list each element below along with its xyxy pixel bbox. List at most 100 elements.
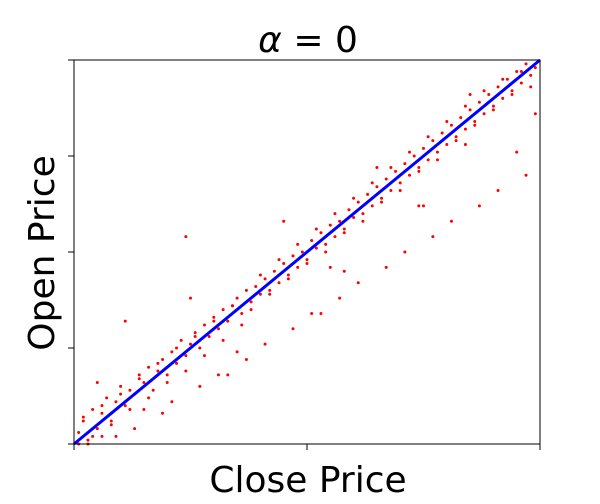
scatter-point (463, 142, 467, 146)
scatter-point (202, 354, 206, 358)
scatter-point (431, 235, 435, 239)
scatter-point (333, 235, 337, 239)
scatter-point (445, 142, 449, 146)
scatter-point (156, 361, 160, 365)
scatter-point (277, 281, 281, 285)
scatter-point (286, 273, 290, 277)
scatter-point (100, 404, 104, 408)
scatter-point (319, 311, 323, 315)
scatter-point (263, 342, 267, 346)
scatter-point (221, 338, 225, 342)
scatter-point (100, 434, 104, 438)
scatter-point (240, 323, 244, 327)
scatter-point (193, 331, 197, 335)
scatter-point (435, 158, 439, 162)
scatter-point (291, 327, 295, 331)
axes (68, 59, 541, 450)
scatter-point (324, 242, 328, 246)
scatter-point (482, 89, 486, 93)
scatter-point (170, 350, 174, 354)
scatter-point (300, 250, 304, 254)
scatter-point (277, 258, 281, 262)
scatter-point (435, 150, 439, 154)
scatter-point (123, 319, 127, 323)
scatter-point (342, 231, 346, 235)
scatter-point (352, 215, 356, 219)
scatter-point (175, 361, 179, 365)
scatter-point (91, 434, 95, 438)
scatter-point (519, 81, 523, 85)
scatter-point (165, 373, 169, 377)
scatter-point (230, 304, 234, 308)
scatter-point (137, 377, 141, 381)
scatter-point (342, 227, 346, 231)
scatter-point (235, 350, 239, 354)
scatter-point (403, 162, 407, 166)
scatter-point (408, 150, 412, 154)
scatter-point (482, 112, 486, 116)
scatter-point (398, 189, 402, 193)
chart-title: α = 0 (258, 20, 358, 61)
scatter-point (193, 334, 197, 338)
scatter-point (524, 62, 528, 66)
scatter-point (529, 73, 533, 77)
scatter-point (95, 427, 99, 431)
scatter-point (375, 185, 379, 189)
scatter-point (375, 166, 379, 170)
scatter-point (310, 311, 314, 315)
title-alpha-symbol: α (258, 20, 282, 61)
scatter-point (491, 108, 495, 112)
scatter-point (366, 192, 370, 196)
scatter-point (426, 158, 430, 162)
scatter-point (100, 411, 104, 415)
scatter-point (109, 419, 113, 423)
scatter-point (263, 277, 267, 281)
scatter-point (258, 292, 262, 296)
scatter-point (254, 285, 258, 289)
scatter-point (417, 204, 421, 208)
scatter-point (487, 93, 491, 97)
scatter-point (347, 208, 351, 212)
scatter-point (179, 338, 183, 342)
scatter-point (81, 415, 85, 419)
scatter-point (440, 131, 444, 135)
scatter-point (524, 173, 528, 177)
scatter-point (161, 358, 165, 362)
scatter-point (305, 262, 309, 266)
scatter-point (422, 204, 425, 208)
scatter-point (175, 346, 179, 350)
scatter-point (398, 181, 402, 185)
scatter-point (81, 419, 85, 423)
scatter-point (212, 315, 216, 319)
scatter-point (533, 112, 537, 116)
scatter-point (202, 323, 206, 327)
scatter-point (286, 277, 290, 281)
scatter-point (422, 146, 425, 150)
scatter-point (314, 227, 318, 231)
scatter-point (491, 104, 495, 108)
scatter-point (510, 89, 514, 93)
scatter-point (114, 400, 118, 404)
scatter-point (184, 354, 188, 358)
scatter-point (384, 177, 388, 181)
scatter-point (361, 219, 365, 223)
scatter-point (272, 269, 276, 273)
scatter-point (198, 346, 202, 350)
scatter-point (380, 200, 384, 204)
scatter-point (109, 423, 113, 427)
scatter-point (258, 273, 262, 277)
y-axis-label: Open Price (22, 155, 63, 350)
scatter-point (333, 212, 337, 216)
scatter-point (305, 258, 309, 262)
scatter-point (310, 238, 314, 242)
scatter-point (412, 154, 416, 158)
scatter-point (463, 127, 467, 131)
plot-area (73, 58, 541, 446)
scatter-point (380, 196, 384, 200)
scatter-point (268, 288, 272, 292)
scatter-point (515, 70, 519, 74)
scatter-point (459, 116, 463, 120)
scatter-point (417, 166, 421, 170)
scatter-point (515, 150, 519, 154)
scatter-point (128, 407, 132, 411)
